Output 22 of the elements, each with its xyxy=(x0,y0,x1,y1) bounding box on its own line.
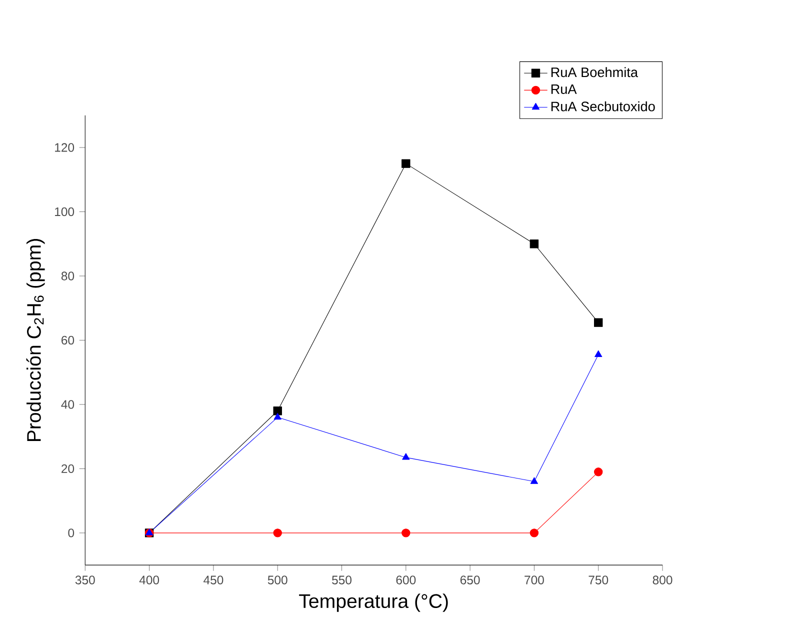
x-axis-title: Temperatura (°C) xyxy=(299,594,448,612)
x-tick-label: 750 xyxy=(588,576,608,585)
legend-label: RuA Secbutoxido xyxy=(551,102,655,112)
x-tick-label: 650 xyxy=(460,576,480,585)
x-tick-label: 700 xyxy=(524,576,544,585)
y-tick-label: 60 xyxy=(62,336,74,345)
y-tick-label: 20 xyxy=(62,464,74,474)
y-tick-label: 40 xyxy=(61,400,74,409)
x-tick-label: 450 xyxy=(204,576,224,585)
y-tick-label: 0 xyxy=(68,528,74,538)
y-tick-label: 100 xyxy=(55,208,74,216)
x-tick-label: 550 xyxy=(332,576,352,585)
x-tick-label: 500 xyxy=(268,576,288,585)
legend-label: RuA xyxy=(551,84,577,94)
x-tick-label: 350 xyxy=(75,576,95,585)
x-tick-label: 800 xyxy=(652,576,672,585)
x-tick-label: 400 xyxy=(139,576,160,585)
y-tick-label: 120 xyxy=(55,143,74,152)
legend-label: RuA Boehmita xyxy=(551,67,638,78)
x-tick-label: 600 xyxy=(396,576,416,585)
y-tick-label: 80 xyxy=(61,272,74,281)
y-axis-title: Producción C$_{2}$H$_{6}$ (ppm) xyxy=(26,239,45,442)
